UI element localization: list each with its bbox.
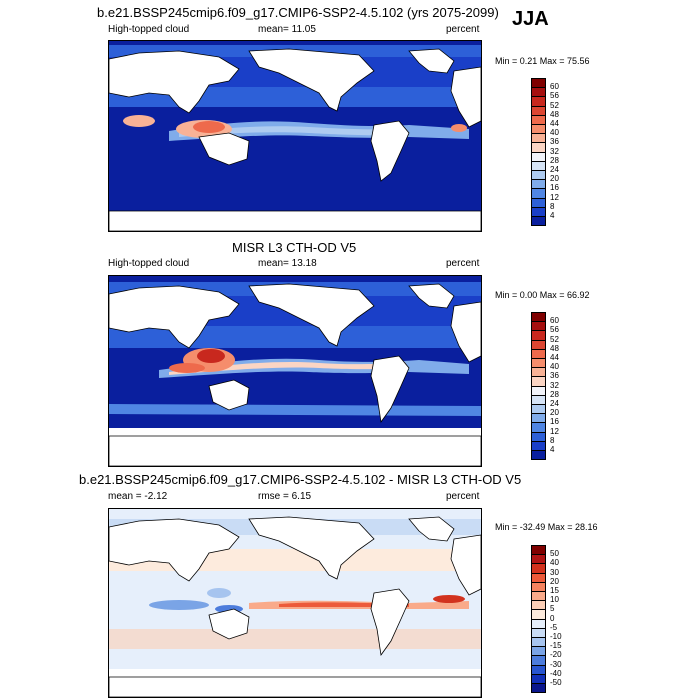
- colorbar-3-tick-label: 10: [550, 595, 559, 605]
- panel-3-minmax: Min = -32.49 Max = 28.16: [495, 522, 598, 532]
- panel-3-mean: mean = -2.12: [108, 491, 168, 502]
- panel-1-title: b.e21.BSSP245cmip6.f09_g17.CMIP6-SSP2-4.…: [97, 5, 499, 20]
- panel-2-title: MISR L3 CTH-OD V5: [232, 240, 357, 255]
- colorbar-3-tick-label: 5: [550, 604, 555, 614]
- colorbar-2-tick-label: 20: [550, 408, 559, 418]
- colorbar-1-tick-label: 60: [550, 82, 559, 92]
- colorbar-2-tick-label: 48: [550, 343, 559, 353]
- colorbar-2-tick-label: 56: [550, 325, 559, 335]
- panel-2-units: percent: [446, 258, 480, 269]
- colorbar-1-tick-label: 12: [550, 192, 559, 202]
- panel-1-units: percent: [446, 24, 480, 35]
- colorbar-2-tick-label: 44: [550, 353, 559, 362]
- colorbar-1-tick-label: 28: [550, 155, 559, 165]
- colorbar-1-tick-label: 32: [550, 146, 559, 156]
- colorbar-3-tick-label: 0: [550, 613, 555, 623]
- colorbar-2-tick-label: 12: [550, 426, 559, 436]
- panel-2-map: [108, 275, 482, 467]
- colorbar-3-tick-label: 20: [550, 576, 559, 586]
- panel-3-rmse: rmse = 6.15: [258, 491, 312, 502]
- colorbar-3-tick-label: 50: [550, 549, 559, 559]
- colorbar-2-tick-label: 40: [550, 362, 559, 372]
- colorbar-3-tick-label: -40: [550, 668, 562, 678]
- colorbar-3-tick-label: -30: [550, 659, 562, 669]
- panel-3-title: b.e21.BSSP245cmip6.f09_g17.CMIP6-SSP2-4.…: [79, 472, 522, 487]
- colorbar-3-tick-label: 40: [550, 558, 559, 568]
- panel-1-left-label: High-topped cloud: [108, 24, 190, 35]
- panel-1-mean: mean= 11.05: [258, 24, 316, 35]
- colorbar-2-tick-label: 60: [550, 316, 559, 326]
- colorbar-2-tick-label: 36: [550, 371, 559, 381]
- panel-3-units: percent: [446, 491, 480, 502]
- colorbar-2-tick-label: 32: [550, 380, 559, 390]
- colorbar-2-tick-label: 28: [550, 389, 559, 399]
- colorbar-1-swatch: [531, 216, 546, 227]
- colorbar-3-tick-label: -50: [550, 678, 562, 687]
- colorbar-1-tick-label: 16: [550, 183, 559, 193]
- panel-1-minmax: Min = 0.21 Max = 75.56: [495, 56, 590, 66]
- colorbar-1-tick-label: 24: [550, 165, 559, 174]
- colorbar-3-tick-label: -15: [550, 641, 562, 651]
- colorbar-2-swatch: [531, 450, 546, 461]
- colorbar-1-tick-label: 40: [550, 128, 559, 138]
- colorbar-1-tick-label: 20: [550, 174, 559, 184]
- colorbar-2-tick-label: 8: [550, 435, 555, 445]
- colorbar-2-tick-label: 24: [550, 399, 559, 408]
- panel-2-mean: mean= 13.18: [258, 258, 317, 269]
- panel-2-minmax: Min = 0.00 Max = 66.92: [495, 290, 590, 300]
- colorbar-1-tick-label: 8: [550, 201, 555, 211]
- panel-3-map: [108, 508, 482, 698]
- colorbar-2-tick-label: 4: [550, 445, 555, 454]
- colorbar-3-tick-label: -10: [550, 632, 562, 641]
- colorbar-1-tick-label: 48: [550, 109, 559, 119]
- colorbar-3-tick-label: -5: [550, 622, 558, 632]
- panel-1-map: [108, 40, 482, 232]
- colorbar-3-swatch: [531, 683, 546, 694]
- colorbar-1-tick-label: 44: [550, 119, 559, 128]
- colorbar-3-tick-label: -20: [550, 650, 562, 660]
- colorbar-1-tick-label: 4: [550, 211, 555, 220]
- colorbar-1-tick-label: 36: [550, 137, 559, 147]
- colorbar-2-tick-label: 52: [550, 334, 559, 344]
- panel-2-left-label: High-topped cloud: [108, 258, 190, 269]
- colorbar-1-tick-label: 52: [550, 100, 559, 110]
- season-label: JJA: [512, 8, 549, 30]
- colorbar-1-tick-label: 56: [550, 91, 559, 101]
- colorbar-3-tick-label: 15: [550, 586, 559, 595]
- colorbar-3-tick-label: 30: [550, 567, 559, 577]
- colorbar-2-tick-label: 16: [550, 417, 559, 427]
